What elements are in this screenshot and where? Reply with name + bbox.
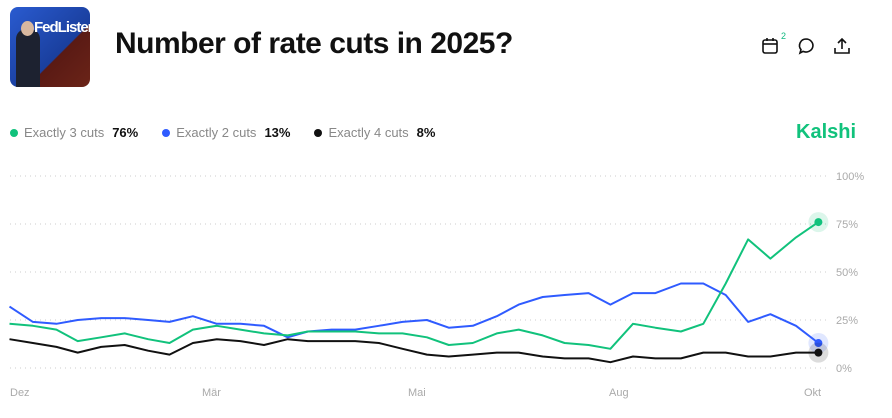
market-thumbnail: FedListens bbox=[10, 7, 90, 87]
thumbnail-text: FedListens bbox=[34, 19, 90, 36]
x-tick-label: Mai bbox=[408, 387, 426, 399]
legend-value: 8% bbox=[416, 125, 436, 140]
y-tick-label: 100% bbox=[836, 171, 864, 183]
page-title: Number of rate cuts in 2025? bbox=[115, 27, 513, 60]
x-tick-label: Okt bbox=[804, 387, 821, 399]
legend: Exactly 3 cuts 76% Exactly 2 cuts 13% Exac… bbox=[10, 125, 435, 140]
legend-dot bbox=[162, 128, 171, 137]
legend-label: Exactly 2 cuts bbox=[176, 125, 257, 140]
legend-value: 13% bbox=[264, 125, 291, 140]
x-tick-label: Mär bbox=[202, 387, 221, 399]
series-line bbox=[9, 221, 819, 350]
kalshi-logo: Kalshi bbox=[796, 121, 857, 143]
endpoint-marker bbox=[814, 218, 823, 227]
endpoint-marker bbox=[814, 339, 823, 348]
legend-value: 76% bbox=[112, 125, 139, 140]
speaker-head bbox=[21, 21, 34, 36]
legend-dot bbox=[314, 128, 323, 137]
y-tick-label: 50% bbox=[836, 267, 858, 279]
share-icon[interactable] bbox=[832, 36, 852, 56]
legend-label: Exactly 3 cuts bbox=[24, 125, 105, 140]
legend-item-2-cuts[interactable]: Exactly 2 cuts 13% bbox=[162, 125, 290, 140]
speaker-figure bbox=[16, 29, 40, 87]
legend-item-4-cuts[interactable]: Exactly 4 cuts 8% bbox=[314, 125, 435, 140]
comment-icon[interactable] bbox=[796, 36, 816, 56]
calendar-badge: 2 bbox=[781, 31, 787, 41]
series-line bbox=[9, 338, 819, 364]
probability-chart[interactable]: 0% 25% 50% 75% 100% Dez Mär Mai Aug Okt bbox=[0, 160, 892, 418]
y-tick-label: 75% bbox=[836, 219, 858, 231]
endpoint-marker bbox=[814, 348, 823, 357]
x-tick-label: Aug bbox=[609, 387, 629, 399]
legend-dot bbox=[10, 128, 18, 137]
y-tick-label: 25% bbox=[836, 315, 858, 327]
calendar-icon[interactable] bbox=[760, 36, 780, 56]
legend-item-3-cuts[interactable]: Exactly 3 cuts 76% bbox=[10, 125, 138, 140]
x-tick-label: Dez bbox=[10, 387, 30, 399]
series-line bbox=[8, 282, 820, 344]
y-tick-label: 0% bbox=[836, 363, 852, 375]
legend-label: Exactly 4 cuts bbox=[328, 125, 409, 140]
